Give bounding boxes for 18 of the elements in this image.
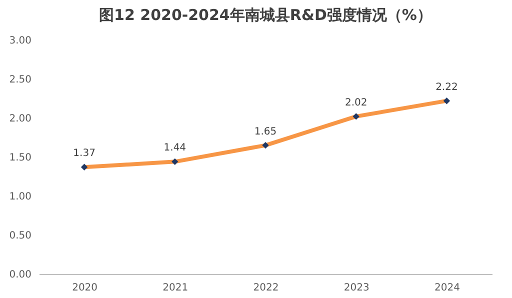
y-tick-label: 2.50 xyxy=(9,74,32,86)
chart-title: 图12 2020-2024年南城县R&D强度情况（%） xyxy=(99,6,432,24)
data-label: 2.22 xyxy=(436,82,458,93)
data-label: 2.02 xyxy=(344,97,368,108)
y-tick-label: 1.50 xyxy=(9,152,32,164)
y-tick-label: 0.00 xyxy=(9,270,32,280)
data-label: 1.65 xyxy=(254,126,277,138)
data-label: 1.44 xyxy=(164,142,186,154)
y-tick-label: 1.00 xyxy=(9,192,32,202)
y-tick-label: 2.00 xyxy=(9,114,32,124)
x-tick-label: 2020 xyxy=(72,282,98,294)
x-tick-label: 2023 xyxy=(344,282,370,294)
data-label: 1.37 xyxy=(73,148,96,160)
x-tick-label: 2021 xyxy=(162,282,188,294)
y-tick-label: 0.50 xyxy=(9,230,32,242)
x-tick-label: 2024 xyxy=(434,282,460,294)
y-tick-label: 3.00 xyxy=(9,36,32,46)
x-tick-label: 2022 xyxy=(253,282,279,294)
